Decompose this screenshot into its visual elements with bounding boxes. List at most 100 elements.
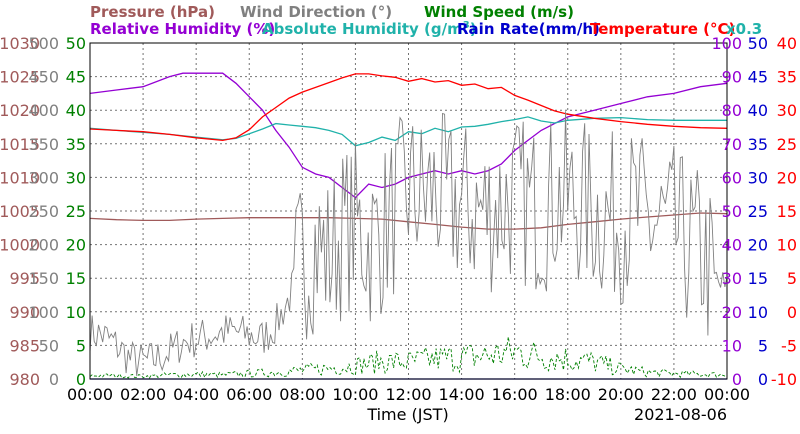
wind-direction-tick-label: 350 [28,135,59,154]
relative-humidity-tick-label: 90 [722,68,742,87]
x-tick-label: 08:00 [279,385,325,404]
rain-rate-tick-label: 30 [748,168,768,187]
pressure-tick-label: 985 [9,336,40,355]
wind-direction-tick-label: 400 [28,101,59,120]
rain-rate-tick-label: 20 [748,236,768,255]
temperature-tick-label: 10 [777,236,797,255]
relative-humidity-tick-label: 50 [722,202,742,221]
series-wind-direction [89,111,728,376]
x-tick-label: 00:00 [704,385,750,404]
plot-frame [89,42,728,380]
relative-humidity-tick-label: 40 [722,236,742,255]
wind-speed-tick-label: 30 [66,168,86,187]
x-tick-label: 20:00 [598,385,644,404]
pressure-tick-label: 1030 [0,34,40,53]
title-absolute-humidity-close: ) [470,20,477,38]
title-scale-note: x0.3 [726,20,762,38]
x-tick-label: 10:00 [332,385,378,404]
x-tick-label: 06:00 [226,385,272,404]
rain-rate-tick-label: 25 [748,202,768,221]
pressure-tick-label: 1020 [0,101,40,120]
series-relative-humidity [89,72,728,199]
date-label: 2021-08-06 [634,405,727,424]
rain-rate-tick-label: 40 [748,101,768,120]
x-tick-label: 14:00 [439,385,485,404]
title-temperature: Temperature (°C) [590,20,735,38]
relative-humidity-tick-label: 60 [722,168,742,187]
temperature-tick-label: 0 [787,303,797,322]
pressure-tick-label: 990 [9,303,40,322]
title-absolute-humidity-main: Absolute Humidity (g/m [262,20,463,38]
temperature-tick-label: 30 [777,101,797,120]
pressure-tick-label: 1005 [0,202,40,221]
x-tick-label: 18:00 [545,385,591,404]
relative-humidity-tick-label: 20 [722,303,742,322]
rain-rate-tick-label: 35 [748,135,768,154]
wind-speed-tick-label: 10 [66,303,86,322]
x-tick-label: 04:00 [173,385,219,404]
left-axes: 9809859909951000100510101015102010251030… [0,34,86,389]
relative-humidity-tick-label: 30 [722,269,742,288]
temperature-tick-label: -10 [771,370,797,389]
pressure-tick-label: 995 [9,269,40,288]
title-wind-direction: Wind Direction (°) [240,3,392,21]
temperature-tick-label: 35 [777,68,797,87]
wind-speed-tick-label: 40 [66,101,86,120]
temperature-tick-label: -5 [781,336,797,355]
relative-humidity-tick-label: 10 [722,336,742,355]
wind-speed-tick-label: 45 [66,68,86,87]
temperature-tick-label: 20 [777,168,797,187]
wind-direction-tick-label: 200 [28,236,59,255]
title-rain-rate: Rain Rate(mm/h) [457,20,600,38]
wind-speed-tick-label: 35 [66,135,86,154]
rain-rate-tick-label: 45 [748,68,768,87]
x-tick-label: 12:00 [385,385,431,404]
title-absolute-humidity-sup: 3 [463,20,470,31]
wind-speed-tick-label: 20 [66,236,86,255]
x-axis: 00:00 02:00 04:00 06:00 08:00 10:00 12:00 14:00… [67,385,750,404]
wind-direction-tick-label: 100 [28,303,59,322]
right-axes: 0102030405060708090100051015202530354045… [711,34,797,389]
wind-direction-tick-label: 500 [28,34,59,53]
wind-speed-tick-label: 5 [76,336,86,355]
temperature-tick-label: 25 [777,135,797,154]
wind-direction-tick-label: 250 [28,202,59,221]
wind-direction-tick-label: 0 [49,370,59,389]
x-tick-label: 16:00 [492,385,538,404]
pressure-tick-label: 1015 [0,135,40,154]
wind-direction-tick-label: 50 [39,336,59,355]
wind-speed-tick-label: 0 [76,370,86,389]
temperature-tick-label: 40 [777,34,797,53]
x-axis-title: Time (JST) [366,405,448,424]
series-wind-speed-m-s [89,336,728,379]
pressure-tick-label: 1010 [0,168,40,187]
relative-humidity-tick-label: 100 [711,34,742,53]
pressure-tick-label: 980 [9,370,40,389]
title-absolute-humidity: Absolute Humidity (g/m3) [262,20,477,38]
temperature-tick-label: 5 [787,269,797,288]
temperature-tick-label: 15 [777,202,797,221]
wind-direction-tick-label: 150 [28,269,59,288]
rain-rate-tick-label: 15 [748,269,768,288]
gridlines [90,43,727,379]
rain-rate-tick-label: 5 [758,336,768,355]
pressure-tick-label: 1025 [0,68,40,87]
wind-speed-tick-label: 50 [66,34,86,53]
x-tick-label: 00:00 [67,385,113,404]
pressure-tick-label: 1000 [0,236,40,255]
rain-rate-tick-label: 50 [748,34,768,53]
x-tick-label: 02:00 [120,385,166,404]
wind-speed-tick-label: 15 [66,269,86,288]
relative-humidity-tick-label: 0 [732,370,742,389]
wind-direction-tick-label: 450 [28,68,59,87]
rain-rate-tick-label: 0 [758,370,768,389]
title-wind-speed: Wind Speed (m/s) [424,3,574,21]
x-tick-label: 22:00 [651,385,697,404]
title-pressure: Pressure (hPa) [90,3,215,21]
title-relative-humidity: Relative Humidity (%) [90,20,275,38]
rain-rate-tick-label: 10 [748,303,768,322]
relative-humidity-tick-label: 80 [722,101,742,120]
relative-humidity-tick-label: 70 [722,135,742,154]
wind-direction-tick-label: 300 [28,168,59,187]
